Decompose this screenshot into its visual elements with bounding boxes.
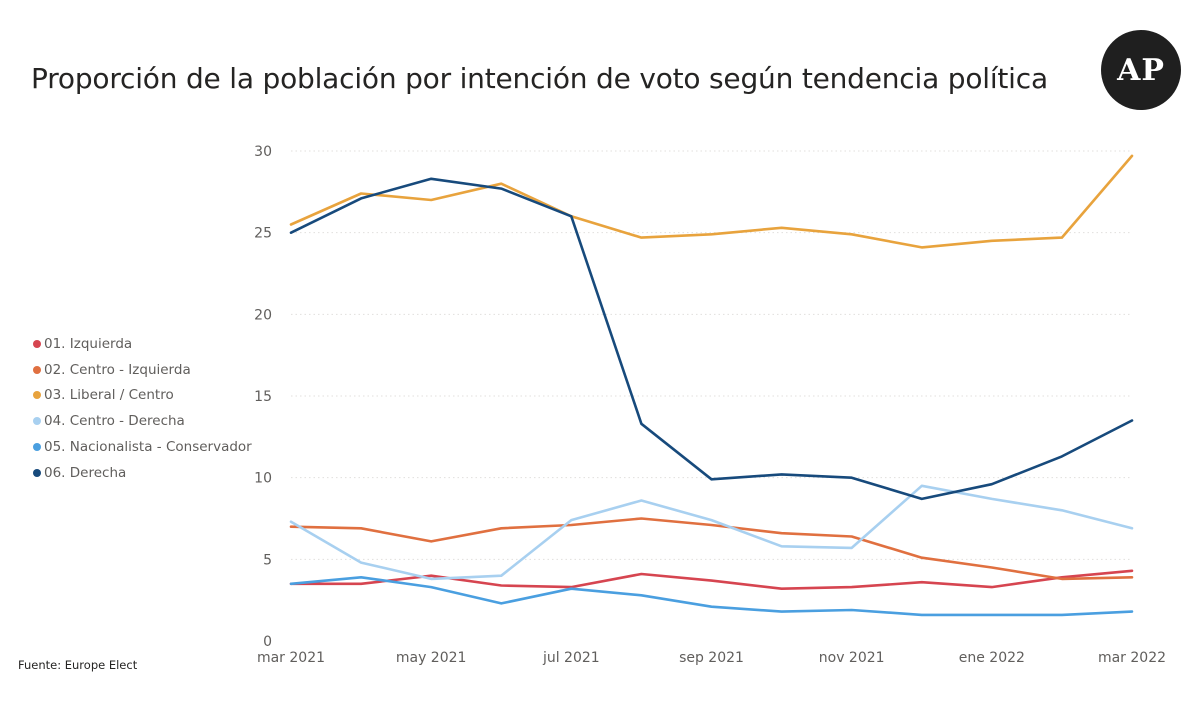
legend-marker-icon bbox=[33, 443, 41, 452]
legend-item-5[interactable]: 05. Nacionalista - Conservador bbox=[33, 434, 252, 460]
logo-text: AP bbox=[1117, 52, 1165, 88]
legend: 01. Izquierda 02. Centro - Izquierda 03. L… bbox=[33, 331, 252, 486]
x-tick-label: may 2021 bbox=[396, 650, 467, 666]
series-line-5 bbox=[289, 575, 1134, 617]
legend-label: 03. Liberal / Centro bbox=[44, 387, 174, 404]
legend-item-4[interactable]: 04. Centro - Derecha bbox=[33, 408, 252, 434]
legend-label: 05. Nacionalista - Conservador bbox=[44, 439, 252, 456]
x-tick-label: ene 2022 bbox=[959, 650, 1025, 666]
series-line-4 bbox=[289, 484, 1134, 581]
legend-label: 04. Centro - Derecha bbox=[44, 413, 185, 430]
y-tick-label: 0 bbox=[263, 634, 272, 650]
y-tick-label: 20 bbox=[254, 307, 272, 323]
y-tick-label: 25 bbox=[254, 226, 272, 242]
legend-label: 02. Centro - Izquierda bbox=[44, 361, 191, 378]
legend-label: 06. Derecha bbox=[44, 464, 127, 481]
series-line-1 bbox=[289, 569, 1134, 591]
chart-title: Proporción de la población por intención… bbox=[31, 62, 1048, 95]
x-tick-label: nov 2021 bbox=[819, 650, 885, 666]
y-tick-label: 10 bbox=[254, 471, 272, 487]
series-line-2 bbox=[289, 517, 1134, 581]
legend-item-6[interactable]: 06. Derecha bbox=[33, 460, 252, 486]
legend-marker-icon bbox=[33, 339, 41, 348]
y-tick-label: 5 bbox=[263, 552, 272, 568]
legend-item-1[interactable]: 01. Izquierda bbox=[33, 331, 252, 357]
series-line-3 bbox=[289, 154, 1134, 249]
legend-item-3[interactable]: 03. Liberal / Centro bbox=[33, 383, 252, 409]
legend-marker-icon bbox=[33, 365, 41, 374]
legend-marker-icon bbox=[33, 391, 41, 400]
x-tick-label: jul 2021 bbox=[542, 650, 600, 666]
ap-logo: AP bbox=[1101, 30, 1181, 110]
x-tick-label: mar 2021 bbox=[257, 650, 325, 666]
y-tick-label: 15 bbox=[254, 389, 272, 405]
legend-label: 01. Izquierda bbox=[44, 335, 133, 352]
legend-marker-icon bbox=[33, 468, 41, 477]
y-tick-label: 30 bbox=[254, 144, 272, 160]
legend-item-2[interactable]: 02. Centro - Izquierda bbox=[33, 357, 252, 383]
x-tick-label: sep 2021 bbox=[679, 650, 744, 666]
legend-marker-icon bbox=[33, 417, 41, 426]
x-tick-label: mar 2022 bbox=[1098, 650, 1166, 666]
series-line-6 bbox=[289, 177, 1134, 501]
source-note: Fuente: Europe Elect bbox=[18, 658, 138, 672]
